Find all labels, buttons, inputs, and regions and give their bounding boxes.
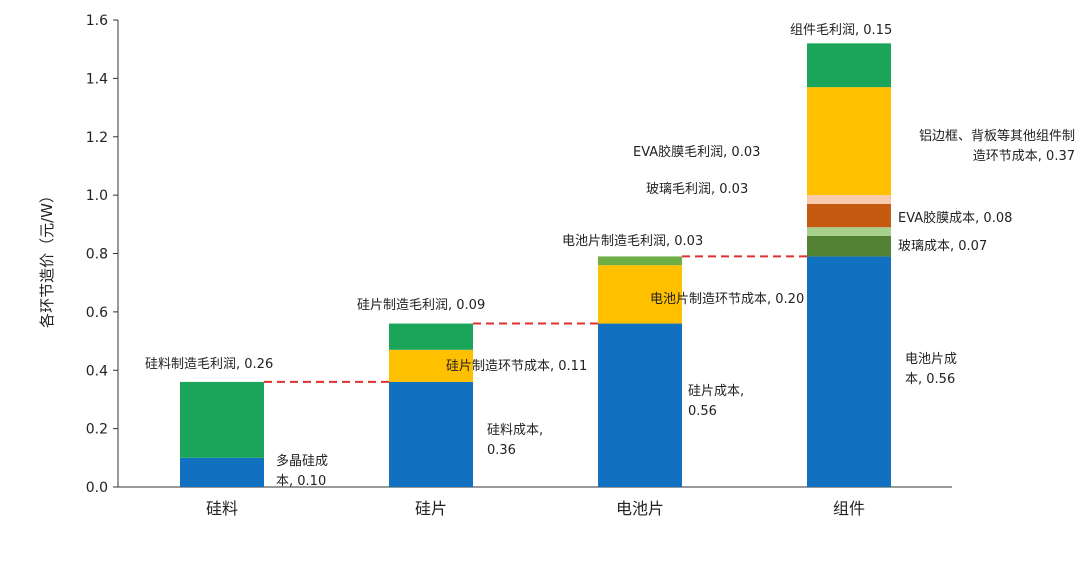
data-label: 本, 0.56 [905,372,955,387]
bar-segment [807,87,891,196]
y-tick-label: 0.4 [86,363,108,379]
data-label: 造环节成本, 0.37 [973,149,1075,164]
y-tick-label: 0.8 [86,247,108,263]
y-tick-label: 0.2 [86,422,108,438]
data-label: EVA胶膜成本, 0.08 [898,210,1012,226]
bar-segment [807,227,891,236]
y-tick-label: 1.6 [86,13,108,29]
data-label: 本, 0.10 [276,474,326,489]
data-label: 硅片制造环节成本, 0.11 [446,359,587,374]
x-category-label: 电池片 [616,499,664,518]
bar-segment [807,235,891,257]
data-label: 电池片制造环节成本, 0.20 [650,292,804,307]
bar-segment [389,381,473,487]
data-label: 0.56 [688,404,717,419]
bar-segment [389,349,473,382]
data-label: 玻璃毛利润, 0.03 [646,182,748,197]
y-axis-label: 各环节造价（元/W） [38,188,56,328]
data-label: 硅料制造毛利润, 0.26 [145,357,273,372]
data-label: 硅片成本, [688,384,744,399]
bar-segment [389,323,473,350]
data-label: 硅片制造毛利润, 0.09 [357,298,485,313]
y-tick-label: 0.6 [86,305,108,321]
data-label: 铝边框、背板等其他组件制 [919,128,1075,144]
data-label: EVA胶膜毛利润, 0.03 [633,144,760,160]
data-label: 0.36 [487,443,516,458]
connector-layer [264,255,807,383]
data-label: 玻璃成本, 0.07 [898,239,987,254]
bar-segment [807,195,891,204]
bar-segment [807,203,891,228]
data-label: 多晶硅成 [276,453,328,469]
data-label: 组件毛利润, 0.15 [790,23,892,38]
y-tick-label: 0.0 [86,480,108,496]
bar-segment [598,256,682,266]
bar-segment [598,265,682,324]
y-tick-label: 1.4 [86,71,108,87]
data-label: 硅料成本, [487,423,543,438]
bar-segment [807,43,891,88]
bar-segment [180,457,264,487]
x-category-label: 硅片 [415,499,447,518]
data-label: 电池片制造毛利润, 0.03 [562,234,703,249]
y-tick-label: 1.2 [86,130,108,146]
bar-segment [598,323,682,487]
bars-layer: 硅料 硅片 电池片 组件 [180,43,891,518]
bar-segment [180,381,264,458]
data-label: 电池片成 [905,352,957,367]
bar-segment [807,256,891,487]
x-category-label: 硅料 [206,499,238,518]
y-tick-label: 1.0 [86,188,108,204]
x-category-label: 组件 [833,499,865,518]
